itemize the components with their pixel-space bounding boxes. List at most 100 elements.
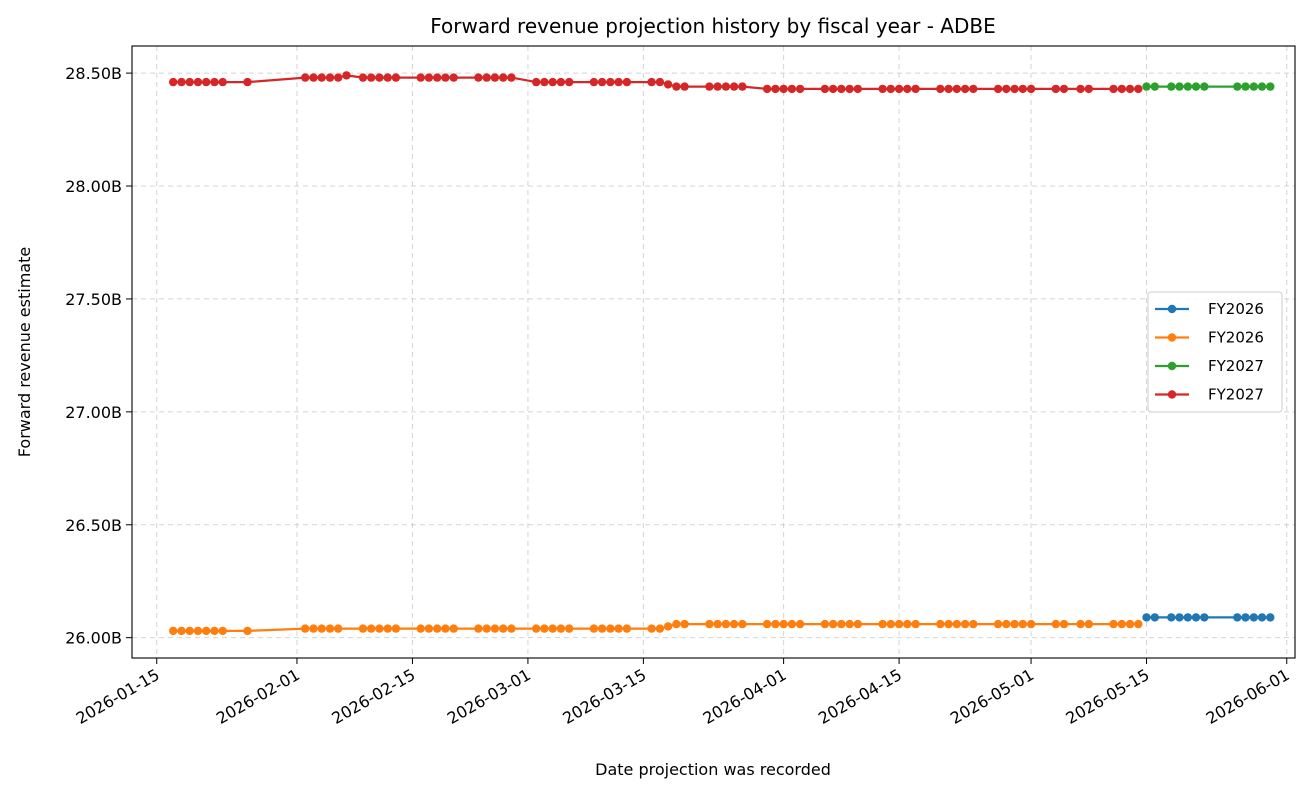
data-point bbox=[886, 619, 895, 629]
data-point bbox=[548, 77, 557, 87]
data-point bbox=[993, 619, 1003, 629]
data-point bbox=[729, 82, 739, 91]
data-point bbox=[202, 77, 211, 87]
data-point bbox=[771, 84, 780, 94]
y-tick-label: 28.00B bbox=[65, 177, 122, 196]
x-tick-label: 2026-03-01 bbox=[444, 665, 534, 728]
data-point bbox=[441, 624, 450, 633]
y-axis-ticks: 26.00B 26.50B 27.00B 27.50B 28.00B 28.50B bbox=[65, 64, 132, 648]
data-point bbox=[1233, 613, 1242, 622]
data-point bbox=[1084, 84, 1094, 94]
x-tick-label: 2026-02-15 bbox=[328, 665, 418, 728]
data-point bbox=[1109, 84, 1118, 94]
data-point bbox=[1249, 613, 1259, 622]
data-point bbox=[672, 619, 681, 629]
data-point bbox=[1134, 619, 1143, 629]
data-point bbox=[1018, 84, 1027, 94]
x-tick-label: 2026-04-15 bbox=[815, 665, 905, 728]
y-tick-label: 28.50B bbox=[65, 64, 122, 83]
data-point bbox=[507, 624, 516, 633]
data-point bbox=[911, 619, 920, 629]
data-point bbox=[1026, 619, 1036, 629]
data-point bbox=[1010, 84, 1019, 94]
data-point bbox=[614, 624, 623, 633]
data-point bbox=[911, 84, 920, 94]
data-point bbox=[317, 73, 326, 82]
data-point bbox=[334, 73, 343, 82]
data-point bbox=[1191, 82, 1201, 91]
data-point bbox=[1076, 619, 1085, 629]
data-point bbox=[952, 619, 961, 629]
data-point bbox=[647, 624, 656, 633]
data-point bbox=[556, 77, 566, 87]
data-point bbox=[647, 77, 656, 87]
data-point bbox=[383, 73, 392, 82]
y-tick-label: 26.50B bbox=[65, 516, 122, 535]
data-point bbox=[499, 624, 508, 633]
data-point bbox=[589, 77, 599, 87]
legend-label: FY2027 bbox=[1208, 386, 1264, 404]
data-point bbox=[721, 82, 731, 91]
data-point bbox=[721, 619, 731, 629]
legend-label: FY2026 bbox=[1208, 300, 1264, 318]
data-point bbox=[993, 84, 1003, 94]
data-point bbox=[1241, 613, 1250, 622]
data-point bbox=[433, 624, 442, 633]
data-point bbox=[1200, 613, 1209, 622]
data-point bbox=[705, 619, 714, 629]
y-tick-label: 26.00B bbox=[65, 629, 122, 648]
data-point bbox=[614, 77, 623, 87]
data-point bbox=[622, 624, 632, 633]
data-point bbox=[309, 73, 318, 82]
data-point bbox=[218, 626, 227, 636]
data-point bbox=[193, 77, 203, 87]
grid bbox=[132, 46, 1295, 658]
y-axis-label: Forward revenue estimate bbox=[15, 247, 34, 457]
data-point bbox=[944, 619, 953, 629]
data-point bbox=[424, 73, 434, 82]
data-point bbox=[597, 77, 607, 87]
data-point bbox=[787, 84, 797, 94]
data-point bbox=[1010, 619, 1019, 629]
data-point bbox=[771, 619, 780, 629]
data-point bbox=[358, 624, 368, 633]
data-point bbox=[218, 77, 227, 87]
x-tick-label: 2026-03-15 bbox=[559, 665, 649, 728]
data-point bbox=[878, 84, 887, 94]
data-point bbox=[383, 624, 392, 633]
data-point bbox=[325, 624, 335, 633]
data-point bbox=[565, 77, 574, 87]
data-point bbox=[490, 624, 500, 633]
data-point bbox=[1051, 619, 1061, 629]
data-point bbox=[1142, 613, 1151, 622]
data-point bbox=[565, 624, 574, 633]
data-point bbox=[375, 624, 384, 633]
data-point bbox=[391, 73, 401, 82]
data-point bbox=[169, 626, 178, 636]
data-point bbox=[1059, 84, 1069, 94]
data-point bbox=[210, 626, 219, 636]
data-point bbox=[936, 84, 945, 94]
data-point bbox=[779, 84, 788, 94]
data-point bbox=[1059, 619, 1069, 629]
data-point bbox=[969, 619, 978, 629]
data-point bbox=[894, 84, 904, 94]
data-point bbox=[1150, 82, 1160, 91]
data-point bbox=[482, 73, 491, 82]
data-point bbox=[936, 619, 945, 629]
data-point bbox=[342, 71, 351, 80]
data-point bbox=[713, 619, 722, 629]
data-point bbox=[367, 624, 376, 633]
data-point bbox=[894, 619, 904, 629]
data-point bbox=[1002, 84, 1011, 94]
data-point bbox=[185, 626, 194, 636]
legend-frame bbox=[1147, 291, 1283, 413]
data-point bbox=[969, 84, 978, 94]
data-point bbox=[1257, 82, 1267, 91]
data-point bbox=[680, 619, 689, 629]
legend-marker bbox=[1167, 333, 1177, 342]
legend: FY2026 FY2026 FY2027 FY2027 bbox=[1147, 291, 1283, 413]
data-point bbox=[795, 619, 805, 629]
data-point bbox=[705, 82, 714, 91]
